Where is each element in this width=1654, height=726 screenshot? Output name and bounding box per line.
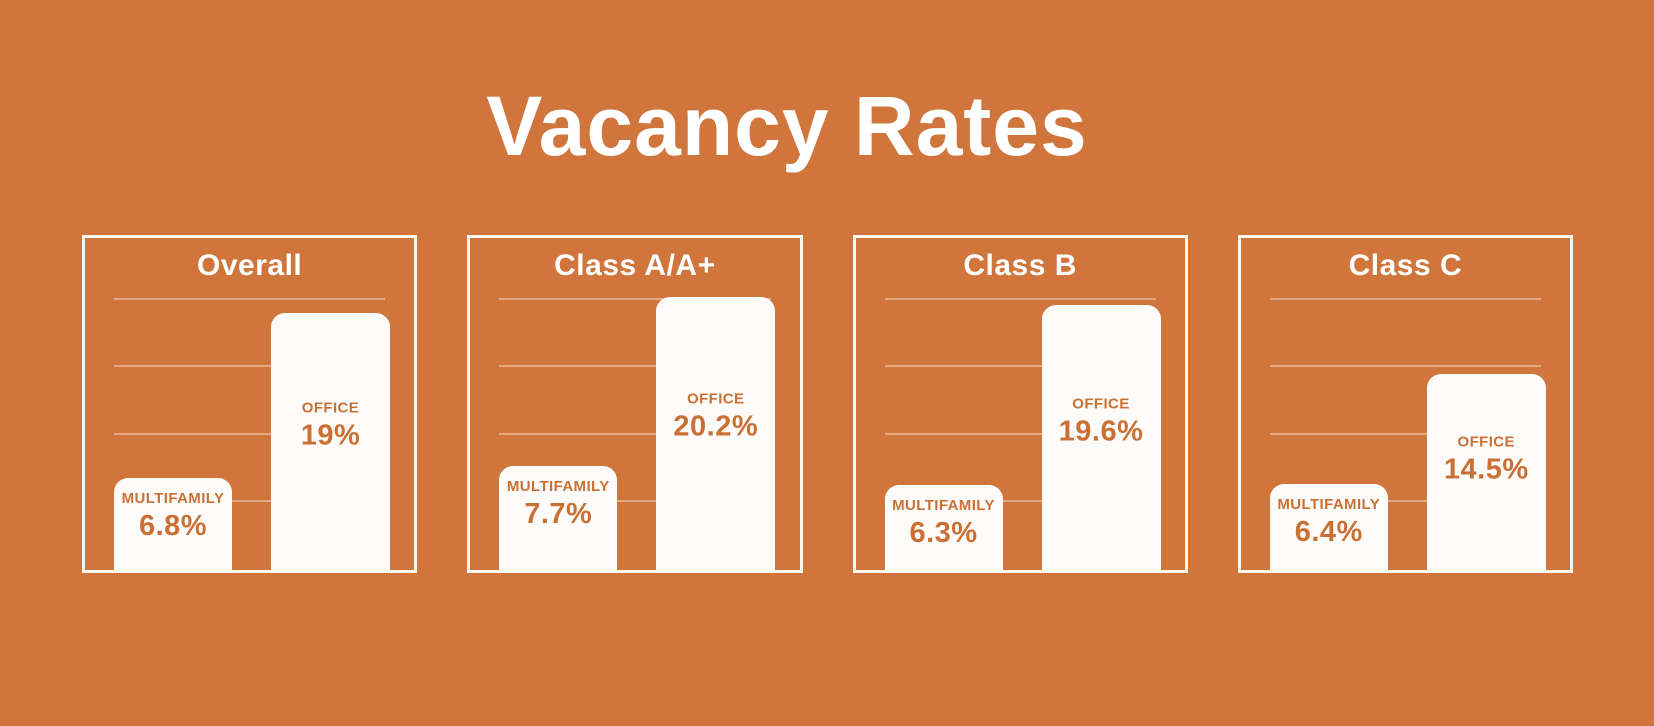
gridline bbox=[114, 433, 386, 435]
bar-office: OFFICE 20.2% bbox=[656, 297, 776, 570]
gridline bbox=[1269, 298, 1541, 300]
bar-value-label: 6.3% bbox=[909, 517, 978, 549]
bar-multifamily: MULTIFAMILY 7.7% bbox=[499, 466, 618, 570]
gridline bbox=[884, 433, 1156, 435]
plot-area: MULTIFAMILY 7.7% OFFICE 20.2% bbox=[470, 238, 799, 570]
bar-office: OFFICE 19.6% bbox=[1041, 305, 1161, 570]
gridline bbox=[884, 298, 1156, 300]
gridline bbox=[114, 500, 386, 502]
gridline bbox=[1269, 500, 1541, 502]
bar-value-label: 14.5% bbox=[1443, 453, 1529, 486]
panel-title: Class C bbox=[1348, 249, 1463, 282]
gridline bbox=[114, 298, 386, 300]
gridline bbox=[884, 365, 1156, 367]
bar-office: OFFICE 14.5% bbox=[1426, 374, 1546, 570]
bar-category-label: OFFICE bbox=[1072, 395, 1130, 413]
panel-class-b: Class B MULTIFAMILY 6.3% OFFICE 19.6% bbox=[852, 235, 1188, 573]
bar-category-label: MULTIFAMILY bbox=[1277, 496, 1381, 513]
bar-value-label: 7.7% bbox=[524, 498, 593, 530]
bar-multifamily: MULTIFAMILY 6.4% bbox=[1269, 484, 1388, 570]
gridline bbox=[114, 365, 386, 367]
bar-value-label: 6.4% bbox=[1294, 516, 1363, 548]
plot-area: MULTIFAMILY 6.3% OFFICE 19.6% bbox=[856, 238, 1185, 570]
bar-category-label: OFFICE bbox=[1457, 433, 1515, 451]
bar-label-block: MULTIFAMILY 7.7% bbox=[499, 478, 617, 531]
bar-category-label: MULTIFAMILY bbox=[892, 497, 995, 514]
bar-label-block: MULTIFAMILY 6.8% bbox=[114, 490, 232, 543]
gridline bbox=[499, 365, 771, 367]
bar-label-block: OFFICE 14.5% bbox=[1427, 434, 1546, 487]
bar-multifamily: MULTIFAMILY 6.3% bbox=[884, 485, 1003, 570]
bar-value-label: 20.2% bbox=[673, 410, 759, 443]
panel-title: Class A/A+ bbox=[554, 249, 716, 282]
panel-overall: Overall MULTIFAMILY 6.8% OFFICE 19% bbox=[82, 235, 418, 573]
gridline bbox=[499, 500, 771, 502]
bar-label-block: OFFICE 20.2% bbox=[656, 391, 775, 444]
page-title: Vacancy Rates bbox=[486, 79, 1088, 173]
gridline bbox=[1269, 433, 1541, 435]
bar-value-label: 19.6% bbox=[1058, 415, 1144, 448]
bar-category-label: OFFICE bbox=[687, 390, 745, 408]
plot-area: MULTIFAMILY 6.8% OFFICE 19% bbox=[85, 238, 414, 570]
gridline bbox=[499, 433, 771, 435]
bar-value-label: 19% bbox=[300, 419, 361, 452]
gridline bbox=[499, 298, 771, 300]
bar-label-block: OFFICE 19% bbox=[271, 400, 390, 453]
bar-label-block: OFFICE 19.6% bbox=[1042, 395, 1161, 448]
gridline bbox=[884, 500, 1156, 502]
panels-row: Overall MULTIFAMILY 6.8% OFFICE 19% Clas… bbox=[82, 235, 1573, 573]
panel-class-a: Class A/A+ MULTIFAMILY 7.7% OFFICE 20.2% bbox=[467, 235, 803, 573]
bar-category-label: MULTIFAMILY bbox=[506, 478, 610, 495]
bar-category-label: OFFICE bbox=[301, 399, 360, 417]
bar-label-block: MULTIFAMILY 6.3% bbox=[885, 497, 1003, 550]
plot-area: MULTIFAMILY 6.4% OFFICE 14.5% bbox=[1241, 238, 1570, 570]
gridline bbox=[1269, 365, 1541, 367]
bar-value-label: 6.8% bbox=[138, 510, 208, 542]
panel-class-c: Class C MULTIFAMILY 6.4% OFFICE 14.5% bbox=[1237, 235, 1573, 573]
panel-title: Class B bbox=[963, 249, 1077, 282]
bar-office: OFFICE 19% bbox=[271, 313, 390, 570]
bar-category-label: MULTIFAMILY bbox=[121, 490, 225, 507]
bar-multifamily: MULTIFAMILY 6.8% bbox=[114, 478, 232, 570]
panel-title: Overall bbox=[197, 249, 303, 282]
bar-label-block: MULTIFAMILY 6.4% bbox=[1270, 496, 1388, 549]
